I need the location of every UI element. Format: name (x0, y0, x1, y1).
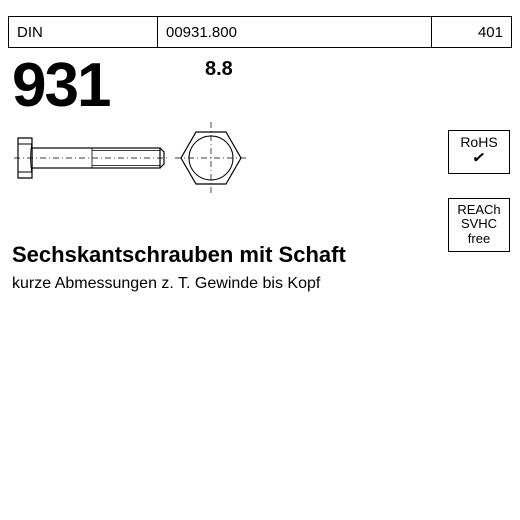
header-cell-right: 401 (432, 17, 512, 47)
bolt-side-svg (14, 130, 169, 186)
page-root: DIN 00931.800 401 931 8.8 (0, 0, 520, 520)
reach-line3: free (449, 232, 509, 246)
header-cell-code: 00931.800 (158, 17, 432, 47)
reach-line1: REACh (449, 203, 509, 217)
rohs-badge: RoHS ✓ (448, 130, 510, 174)
header-table: DIN 00931.800 401 (8, 16, 512, 48)
strength-grade: 8.8 (205, 58, 233, 81)
bolt-hex-view (175, 122, 247, 199)
header-code-label: 00931.800 (166, 24, 237, 41)
header-cell-din: DIN (8, 17, 158, 47)
rohs-label: RoHS (449, 135, 509, 150)
header-din-label: DIN (17, 24, 43, 41)
bolt-hex-svg (175, 122, 247, 194)
standard-number: 931 (12, 50, 109, 121)
reach-line2: SVHC (449, 217, 509, 231)
check-icon: ✓ (471, 149, 487, 169)
header-right-label: 401 (478, 24, 503, 41)
reach-badge: REACh SVHC free (448, 198, 510, 252)
product-title: Sechskantschrauben mit Schaft (12, 242, 346, 268)
bolt-side-view (14, 130, 169, 191)
product-subtitle: kurze Abmessungen z. T. Gewinde bis Kopf (12, 275, 320, 293)
